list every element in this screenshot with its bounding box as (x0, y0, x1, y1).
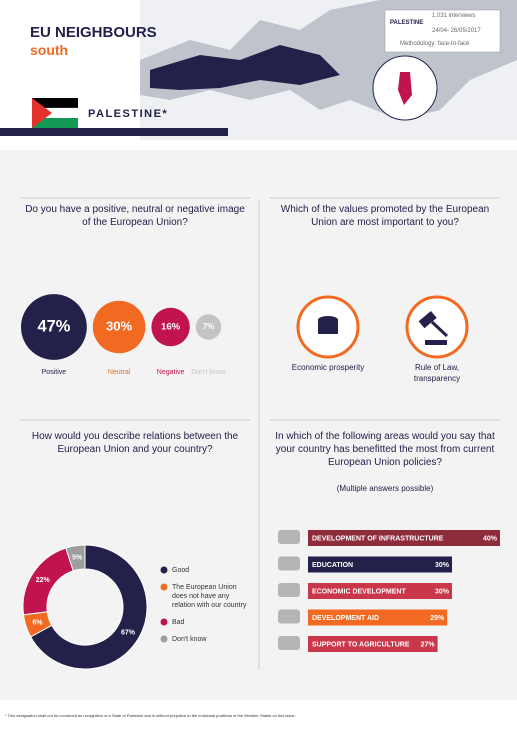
donut-slice (29, 544, 148, 670)
icon (278, 556, 300, 571)
category-label: ECONOMIC DEVELOPMENT (312, 588, 406, 595)
bar (308, 636, 438, 652)
icon-economy (296, 295, 360, 359)
value-item: Rule of Law, transparency (413, 363, 461, 383)
value-label: 16% (161, 322, 181, 333)
category-label: Negative (157, 369, 185, 376)
value-label: 27% (421, 641, 436, 648)
question: Which of the values promoted by the Euro… (280, 204, 490, 228)
bar (308, 609, 448, 626)
legend-marker (160, 635, 168, 643)
value-item: Economic prosperity (291, 363, 365, 372)
category-label: Neutral (108, 369, 131, 376)
icon (278, 530, 300, 544)
legend-label: Good (172, 567, 190, 574)
info-box (384, 9, 501, 53)
value-label: 29% (430, 615, 445, 622)
value-label: 40% (483, 535, 498, 542)
info-country: PALESTINE (390, 20, 424, 26)
title: EU NEIGHBOURS (30, 24, 157, 41)
map-eu (150, 45, 340, 90)
bar (308, 530, 500, 546)
value-label: 6% (32, 619, 43, 626)
category-label: EDUCATION (312, 562, 353, 569)
icon (278, 636, 300, 650)
header-bar (0, 128, 228, 136)
category-label: DEVELOPMENT OF INFRASTRUCTURE (312, 535, 444, 542)
value-label: 30% (435, 562, 450, 569)
chart-title: In which of the following areas would yo… (275, 431, 495, 468)
country: PALESTINE* (88, 108, 169, 120)
legend-label: Don't know (172, 636, 207, 643)
category-label: Positive (42, 369, 67, 376)
chart-title: How would you describe relations between… (31, 431, 239, 455)
map-country (398, 72, 412, 105)
chart-subtitle: (Multiple answers possible) (336, 484, 434, 493)
icon (278, 609, 300, 624)
legend-marker (160, 618, 168, 626)
footnote: * This designation shall not be construe… (5, 713, 296, 718)
value-label: 47% (37, 317, 70, 335)
category-label: DEVELOPMENT AID (312, 615, 379, 622)
donut-slice (65, 544, 86, 572)
bubble (151, 307, 190, 347)
info-dates: 24/04- 26/05/2017 (432, 28, 481, 34)
value-label: 7% (203, 322, 215, 331)
bubble (21, 294, 87, 360)
icon (278, 583, 300, 597)
category-label: SUPPORT TO AGRICULTURE (312, 641, 410, 648)
value-label: 67% (121, 629, 136, 636)
category-label: Don't know (191, 369, 226, 376)
subtitle: south (30, 42, 69, 58)
flag (31, 98, 79, 128)
bar (308, 583, 452, 599)
bar (308, 556, 452, 573)
chart-title: Do you have a positive, neutral or negat… (25, 204, 245, 228)
value-label: 5% (72, 554, 83, 561)
value-label: 22% (36, 577, 51, 584)
legend-marker (160, 566, 168, 574)
legend-label: Bad (172, 619, 185, 626)
value-label: 30% (106, 318, 133, 333)
info-method: Methodology: face-to-face (400, 41, 470, 47)
legend-marker (160, 583, 168, 591)
icon-law (405, 295, 469, 359)
value-label: 30% (435, 588, 450, 595)
bubble (92, 300, 146, 354)
bubble (195, 314, 222, 340)
info-interviews: 1,031 interviews (432, 13, 476, 19)
legend-label: The European Union does not have any rel… (172, 584, 247, 609)
